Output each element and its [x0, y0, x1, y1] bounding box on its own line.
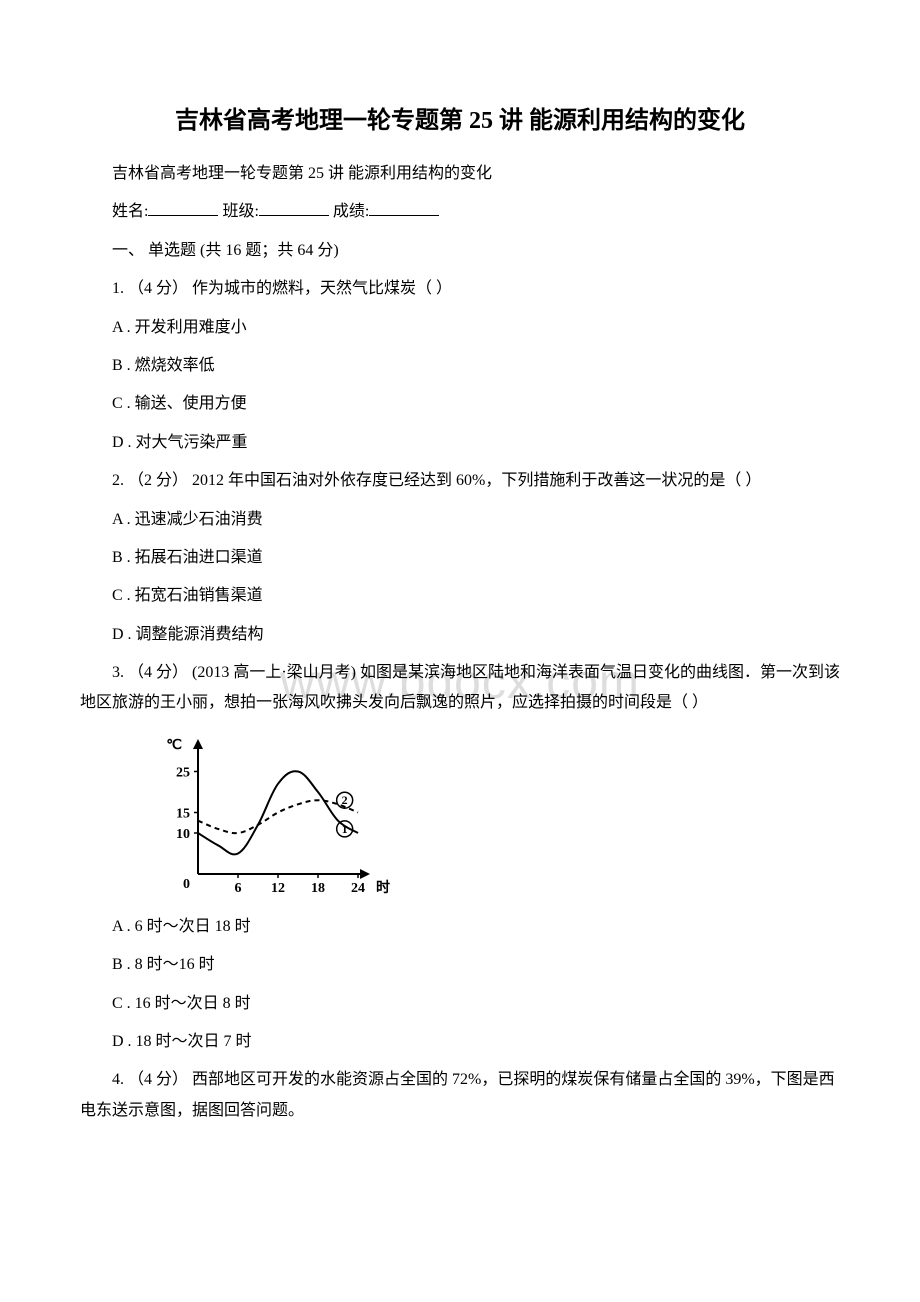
q2-option-a: A . 迅速减少石油消费 — [80, 505, 840, 535]
class-label: 班级: — [222, 203, 258, 220]
score-blank — [369, 199, 439, 216]
svg-text:1: 1 — [342, 822, 348, 836]
score-label: 成绩: — [333, 203, 369, 220]
svg-text:时: 时 — [376, 879, 390, 896]
q3-option-b: B . 8 时～16 时 — [80, 950, 840, 980]
svg-text:18: 18 — [311, 881, 325, 896]
svg-text:15: 15 — [176, 806, 190, 821]
section-header: 一、 单选题 (共 16 题；共 64 分) — [80, 236, 840, 266]
form-line: 姓名: 班级: 成绩: — [80, 197, 840, 227]
q2-option-c: C . 拓宽石油销售渠道 — [80, 581, 840, 611]
name-label: 姓名: — [112, 203, 148, 220]
q2-option-b: B . 拓展石油进口渠道 — [80, 543, 840, 573]
q3-stem: 3. （4 分） (2013 高一上·梁山月考) 如图是某滨海地区陆地和海洋表面… — [80, 658, 840, 719]
svg-text:2: 2 — [342, 793, 348, 807]
svg-text:6: 6 — [235, 881, 242, 896]
subtitle: 吉林省高考地理一轮专题第 25 讲 能源利用结构的变化 — [80, 159, 840, 189]
q1-stem: 1. （4 分） 作为城市的燃料，天然气比煤炭（ ） — [80, 274, 840, 304]
q2-option-d: D . 调整能源消费结构 — [80, 620, 840, 650]
svg-text:24: 24 — [351, 881, 365, 896]
q4-stem: 4. （4 分） 西部地区可开发的水能资源占全国的 72%，已探明的煤炭保有储量… — [80, 1065, 840, 1126]
name-blank — [148, 199, 218, 216]
q3-option-c: C . 16 时～次日 8 时 — [80, 989, 840, 1019]
q1-option-c: C . 输送、使用方便 — [80, 389, 840, 419]
q1-option-d: D . 对大气污染严重 — [80, 428, 840, 458]
q2-stem: 2. （2 分） 2012 年中国石油对外依存度已经达到 60%，下列措施利于改… — [80, 466, 840, 496]
svg-text:25: 25 — [176, 765, 190, 780]
class-blank — [259, 199, 329, 216]
page-title: 吉林省高考地理一轮专题第 25 讲 能源利用结构的变化 — [80, 100, 840, 135]
svg-text:℃: ℃ — [166, 738, 182, 753]
svg-text:10: 10 — [176, 827, 190, 842]
q3-option-d: D . 18 时～次日 7 时 — [80, 1027, 840, 1057]
svg-text:12: 12 — [271, 881, 285, 896]
q3-chart: 0101525℃6121824时12 — [160, 733, 390, 898]
q1-option-a: A . 开发利用难度小 — [80, 313, 840, 343]
q1-option-b: B . 燃烧效率低 — [80, 351, 840, 381]
q3-option-a: A . 6 时～次日 18 时 — [80, 912, 840, 942]
svg-text:0: 0 — [183, 877, 190, 892]
